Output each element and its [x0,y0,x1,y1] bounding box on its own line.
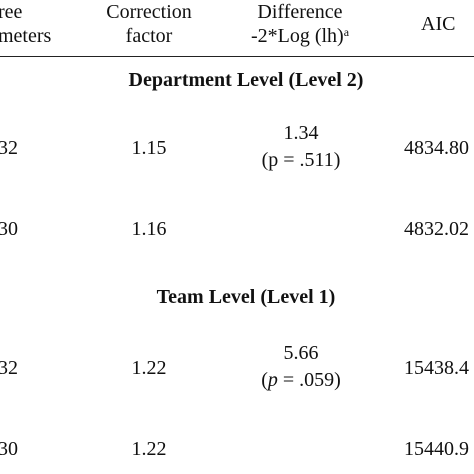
row-aic: 15438.4 [404,357,469,379]
header-difference-line1: Difference [257,1,343,23]
row-correction: 1.22 [131,438,167,460]
row-p-value: (p = .511) [261,149,341,171]
row-params: 30 [0,218,18,240]
row-p-value: (p = .059) [261,368,341,392]
header-rule [0,56,474,57]
row-difference: 1.34 [283,122,319,144]
header-difference-formula: -2*Log (lh) [250,25,344,47]
row-params: 32 [0,137,18,159]
header-params-line1: ree [0,1,23,23]
row-correction: 1.16 [131,218,167,240]
p-rest: = .059) [277,369,341,391]
section-title-department: Department Level (Level 2) [128,69,364,91]
section-title-team: Team Level (Level 1) [156,286,336,308]
row-aic: 4832.02 [404,218,469,240]
header-aic: AIC [421,13,456,35]
header-difference-line2: -2*Log (lh)a [251,24,349,48]
row-aic: 15440.9 [404,438,469,460]
header-correction-line1: Correction [106,1,192,23]
row-difference: 5.66 [283,342,319,364]
row-correction: 1.22 [131,357,167,379]
row-correction: 1.15 [131,137,167,159]
p-open-paren: ( [261,369,268,391]
p-symbol: p [267,369,278,391]
header-correction-line2: factor [125,25,173,47]
header-params-line2: meters [0,25,52,47]
row-params: 32 [0,357,18,379]
row-params: 30 [0,438,18,460]
row-aic: 4834.80 [404,137,469,159]
header-difference-footnote-marker: a [343,25,350,39]
